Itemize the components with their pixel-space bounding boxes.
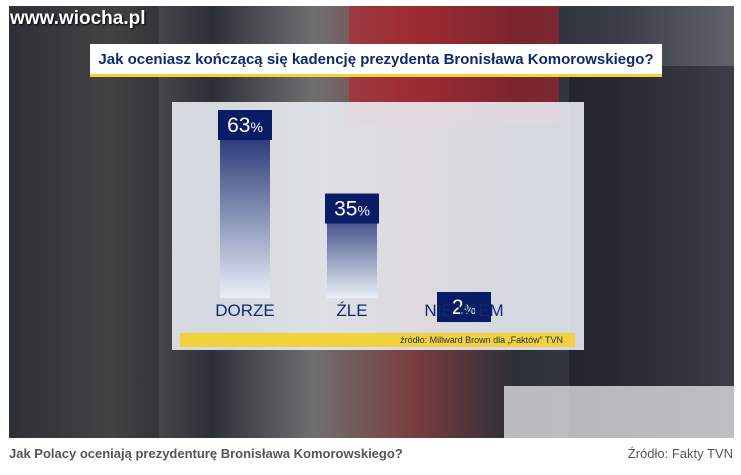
bar-value-label-1: 35%	[334, 198, 370, 221]
bar-label-box-1	[325, 193, 379, 224]
caption-source: Źródło: Fakty TVN	[627, 446, 733, 461]
source-banner: źródło: Millward Brown dla „Faktów” TVN	[180, 333, 575, 347]
question-banner: Jak oceniasz kończącą się kadencję prezy…	[90, 44, 662, 77]
bar-value-label-2: 2%	[452, 296, 476, 319]
source-note: źródło: Millward Brown dla „Faktów” TVN	[400, 335, 563, 345]
bar-value-label-0: 63%	[227, 114, 263, 137]
photo-dark-right	[569, 66, 734, 438]
background-photo	[9, 6, 734, 438]
question-text: Jak oceniasz kończącą się kadencję prezy…	[98, 50, 654, 68]
category-label-0: DORZE	[215, 301, 275, 320]
bar-label-box-2	[437, 292, 491, 323]
category-label-2: NIE WIEM	[424, 301, 503, 320]
bar-0	[220, 110, 270, 298]
photo-table-white	[504, 386, 734, 438]
photo-dark-left	[9, 6, 159, 438]
image-caption: Jak Polacy oceniają prezydenturę Bronisł…	[9, 446, 403, 461]
category-label-1: ŹLE	[336, 301, 367, 320]
bar-label-box-0	[218, 110, 272, 140]
site-watermark: www.wiocha.pl	[10, 8, 146, 29]
